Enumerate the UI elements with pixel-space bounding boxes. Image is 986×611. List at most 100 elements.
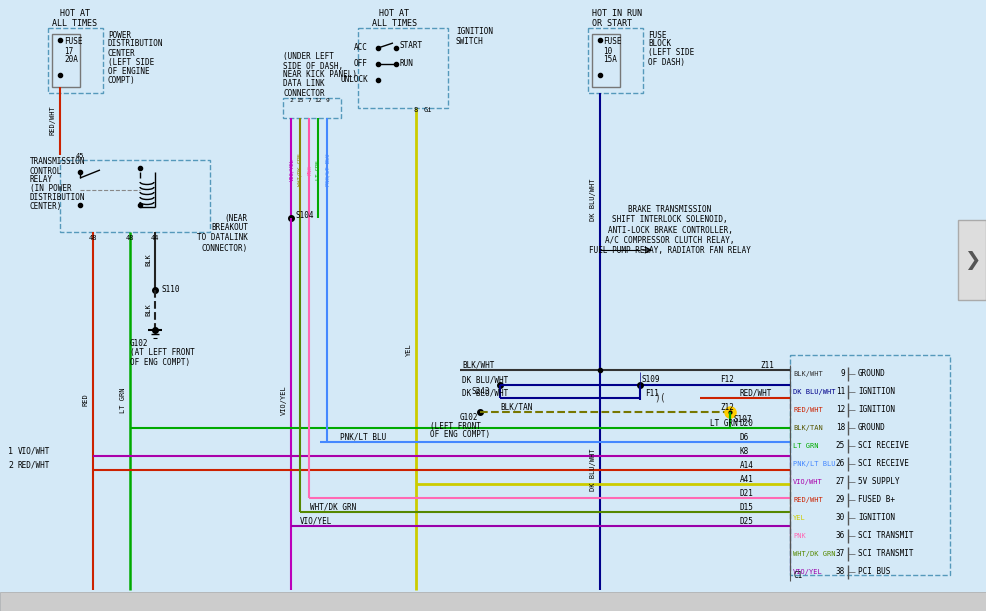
Text: RED/WHT: RED/WHT [18, 461, 50, 469]
Text: 30: 30 [836, 513, 845, 522]
Text: HOT AT: HOT AT [379, 10, 409, 18]
Text: F11: F11 [645, 389, 659, 398]
Text: F12: F12 [720, 376, 734, 384]
Text: SWITCH: SWITCH [456, 37, 484, 45]
Text: 25: 25 [836, 442, 845, 450]
Text: (IN POWER: (IN POWER [30, 185, 72, 194]
Text: LT GRN: LT GRN [316, 160, 321, 180]
Text: ❯: ❯ [963, 251, 980, 269]
Text: SCI TRANSMIT: SCI TRANSMIT [858, 532, 913, 541]
Text: FUSE: FUSE [648, 31, 667, 40]
Text: SCI TRANSMIT: SCI TRANSMIT [858, 549, 913, 558]
Text: OF ENG COMPT): OF ENG COMPT) [430, 431, 490, 439]
Text: 48: 48 [126, 235, 134, 241]
Text: OF DASH): OF DASH) [648, 57, 685, 67]
Text: OR START: OR START [592, 18, 632, 27]
Text: G102: G102 [460, 414, 478, 422]
Text: 17: 17 [64, 46, 73, 56]
Text: ALL TIMES: ALL TIMES [372, 18, 416, 27]
Text: DK BLU/WHT: DK BLU/WHT [793, 389, 835, 395]
Text: WHT/DK GRN: WHT/DK GRN [793, 551, 835, 557]
Text: 45: 45 [76, 153, 84, 159]
Text: DK BLU/WHT: DK BLU/WHT [590, 448, 596, 491]
Text: C1: C1 [793, 571, 803, 579]
Text: 15A: 15A [603, 56, 617, 65]
Text: RED: RED [83, 393, 89, 406]
Text: DISTRIBUTION: DISTRIBUTION [30, 194, 86, 202]
Bar [592, 34, 620, 87]
Text: SCI RECEIVE: SCI RECEIVE [858, 442, 909, 450]
Text: 8: 8 [414, 107, 418, 113]
Text: PNK: PNK [307, 165, 312, 175]
Text: D20: D20 [740, 419, 754, 428]
Text: BLOCK: BLOCK [648, 40, 671, 48]
Text: D25: D25 [740, 516, 754, 525]
Text: 11: 11 [836, 387, 845, 397]
Text: CENTER): CENTER) [30, 202, 62, 211]
Bar [283, 98, 341, 118]
Text: BLK/TAN: BLK/TAN [500, 403, 532, 411]
Text: VIO/YEL: VIO/YEL [289, 159, 294, 181]
Text: G102: G102 [130, 338, 149, 348]
Text: RELAY: RELAY [30, 175, 53, 185]
Text: LT GRN: LT GRN [710, 419, 738, 428]
Text: S109: S109 [642, 376, 661, 384]
Text: D21: D21 [740, 489, 754, 497]
Text: LT GRN: LT GRN [793, 443, 818, 449]
Text: DISTRIBUTION: DISTRIBUTION [108, 40, 164, 48]
Text: OFF: OFF [354, 59, 368, 68]
Text: FUSE: FUSE [603, 37, 621, 46]
Text: DK BLU/WHT: DK BLU/WHT [462, 389, 508, 398]
Text: 37: 37 [836, 549, 845, 558]
Bar [588, 28, 643, 93]
Text: K8: K8 [740, 447, 749, 455]
Bar [958, 220, 986, 300]
Text: CONNECTOR: CONNECTOR [283, 89, 324, 98]
Text: DK BLU/WHT: DK BLU/WHT [590, 179, 596, 221]
Text: SIDE OF DASH,: SIDE OF DASH, [283, 62, 343, 70]
Text: COMPT): COMPT) [108, 76, 136, 84]
Text: CONTROL: CONTROL [30, 167, 62, 175]
Text: RED/WHT: RED/WHT [740, 389, 772, 398]
Text: 1: 1 [8, 447, 13, 455]
Text: VIO/WHT: VIO/WHT [793, 479, 822, 485]
Text: (UNDER LEFT: (UNDER LEFT [283, 53, 334, 62]
Text: HOT IN RUN: HOT IN RUN [592, 10, 642, 18]
Text: 2: 2 [8, 461, 13, 469]
Bar [52, 34, 80, 87]
Text: NEAR KICK PANEL): NEAR KICK PANEL) [283, 70, 357, 79]
Text: BLK/WHT: BLK/WHT [793, 371, 822, 377]
Text: D6: D6 [740, 433, 749, 442]
Text: 29: 29 [836, 496, 845, 505]
Text: IGNITION: IGNITION [858, 387, 895, 397]
Text: LT GRN: LT GRN [120, 387, 126, 413]
Text: 38: 38 [836, 568, 845, 577]
Text: OF ENG COMPT): OF ENG COMPT) [130, 357, 190, 367]
Text: (LEFT FRONT: (LEFT FRONT [430, 422, 481, 431]
Text: DATA LINK: DATA LINK [283, 79, 324, 89]
Text: 9: 9 [325, 98, 329, 103]
Text: S243: S243 [471, 387, 490, 397]
Text: (LEFT SIDE: (LEFT SIDE [108, 57, 154, 67]
Text: RUN: RUN [400, 59, 414, 68]
Text: VIO/WHT: VIO/WHT [18, 447, 50, 455]
Text: IGNITION: IGNITION [858, 406, 895, 414]
Text: WHT/DK GRN: WHT/DK GRN [298, 154, 303, 186]
Text: RED/WHT: RED/WHT [793, 497, 822, 503]
Bar [790, 355, 950, 575]
Text: VIO/YEL: VIO/YEL [793, 569, 822, 575]
Text: 5V SUPPLY: 5V SUPPLY [858, 478, 899, 486]
Text: 2: 2 [289, 98, 293, 103]
Text: TO DATALINK: TO DATALINK [197, 233, 248, 243]
Text: S104: S104 [295, 211, 314, 221]
Text: CENTER: CENTER [108, 48, 136, 57]
Text: VIO/YEL: VIO/YEL [281, 385, 287, 415]
Text: BLK: BLK [145, 304, 151, 316]
Text: POWER: POWER [108, 31, 131, 40]
Text: RED/WHT: RED/WHT [793, 407, 822, 413]
Text: (AT LEFT FRONT: (AT LEFT FRONT [130, 348, 195, 357]
Text: 9: 9 [840, 370, 845, 378]
Text: CONNECTOR): CONNECTOR) [202, 244, 248, 252]
Text: YEL: YEL [793, 515, 806, 521]
Text: TRANSMISSION: TRANSMISSION [30, 158, 86, 167]
